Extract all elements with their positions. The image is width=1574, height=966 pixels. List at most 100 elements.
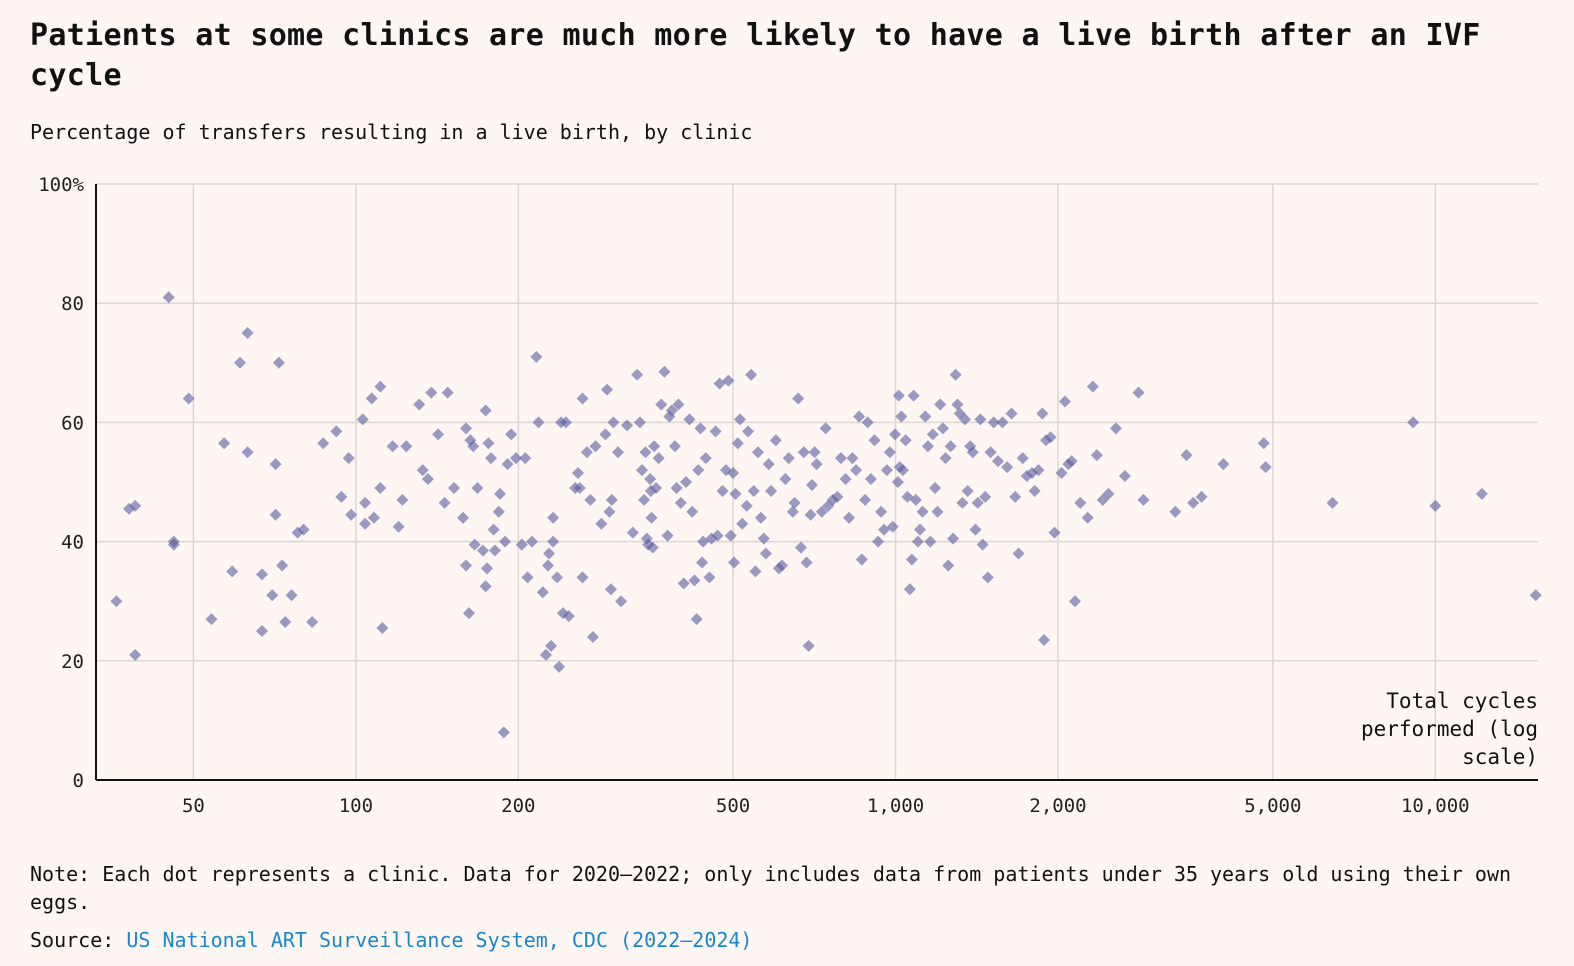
data-point	[129, 499, 142, 512]
data-point	[839, 473, 852, 486]
data-point	[1257, 437, 1270, 450]
data-point	[875, 505, 888, 518]
data-point	[786, 505, 799, 518]
data-point	[987, 416, 1000, 429]
data-point	[868, 434, 881, 447]
data-point	[182, 392, 195, 405]
data-point	[831, 490, 844, 503]
data-point	[1429, 499, 1442, 512]
x-tick-label: 500	[716, 795, 750, 817]
data-point	[1086, 380, 1099, 393]
data-point	[886, 520, 899, 533]
data-point	[949, 368, 962, 381]
data-point	[800, 556, 813, 569]
data-point	[916, 505, 929, 518]
data-point	[545, 639, 558, 652]
data-point	[1169, 505, 1182, 518]
data-point	[951, 398, 964, 411]
data-point	[330, 425, 343, 438]
x-axis-label-line: performed (log	[1361, 717, 1538, 741]
data-point	[788, 496, 801, 509]
data-point	[690, 613, 703, 626]
data-point	[765, 484, 778, 497]
data-point	[947, 532, 960, 545]
data-point	[297, 523, 310, 536]
data-point	[621, 419, 634, 432]
data-points	[110, 291, 1542, 739]
data-point	[638, 493, 651, 506]
data-point	[631, 368, 644, 381]
data-point	[736, 517, 749, 530]
data-point	[759, 547, 772, 560]
data-point	[688, 574, 701, 587]
data-point	[421, 473, 434, 486]
data-point	[345, 508, 358, 521]
data-point	[740, 499, 753, 512]
data-point	[911, 535, 924, 548]
chart-note: Note: Each dot represents a clinic. Data…	[30, 862, 1512, 914]
data-point	[467, 440, 480, 453]
data-point	[615, 595, 628, 608]
data-point	[1032, 464, 1045, 477]
data-point	[872, 535, 885, 548]
data-point	[747, 484, 760, 497]
data-point	[584, 493, 597, 506]
data-point	[889, 428, 902, 441]
data-point	[543, 547, 556, 560]
x-axis-label-line: scale)	[1462, 745, 1538, 769]
data-point	[899, 434, 912, 447]
tick-labels: 0 20 40 60 80 100% 50 100 200 500 1,000 2,000 5,000 1…	[38, 174, 1469, 817]
data-point	[539, 648, 552, 661]
data-point	[802, 639, 815, 652]
data-point	[976, 538, 989, 551]
data-point	[905, 553, 918, 566]
data-point	[1259, 461, 1272, 474]
chart-subtitle: Percentage of transfers resulting in a l…	[30, 120, 753, 144]
data-point	[521, 571, 534, 584]
data-point	[547, 511, 560, 524]
data-point	[266, 589, 279, 602]
data-point	[626, 526, 639, 539]
data-point	[944, 440, 957, 453]
data-point	[639, 446, 652, 459]
data-point	[794, 541, 807, 554]
data-point	[636, 464, 649, 477]
data-point	[936, 422, 949, 435]
grid-lines	[96, 183, 1538, 780]
data-point	[438, 496, 451, 509]
data-point	[645, 511, 658, 524]
data-point	[335, 490, 348, 503]
data-point	[846, 452, 859, 465]
data-point	[499, 535, 512, 548]
data-point	[1217, 458, 1230, 471]
data-point	[652, 452, 665, 465]
axes	[95, 184, 1538, 781]
source-link[interactable]: US National ART Surveillance System, CDC…	[126, 928, 753, 952]
data-point	[711, 529, 724, 542]
data-point	[601, 383, 614, 396]
data-point	[576, 571, 589, 584]
x-tick-label: 5,000	[1244, 795, 1301, 817]
data-point	[934, 398, 947, 411]
data-point	[729, 487, 742, 500]
data-point	[595, 517, 608, 530]
data-point	[661, 529, 674, 542]
data-point	[1118, 470, 1131, 483]
data-point	[542, 559, 555, 572]
data-point	[359, 496, 372, 509]
chart-source: Source: US National ART Surveillance Sys…	[30, 926, 752, 954]
data-point	[959, 413, 972, 426]
data-point	[425, 386, 438, 399]
data-point	[819, 422, 832, 435]
data-point	[648, 440, 661, 453]
x-tick-label: 100	[339, 795, 373, 817]
data-point	[751, 446, 764, 459]
data-point	[562, 610, 575, 623]
data-point	[356, 413, 369, 426]
data-point	[665, 404, 678, 417]
data-point	[991, 455, 1004, 468]
data-point	[1090, 449, 1103, 462]
data-point	[1005, 407, 1018, 420]
data-point	[926, 428, 939, 441]
